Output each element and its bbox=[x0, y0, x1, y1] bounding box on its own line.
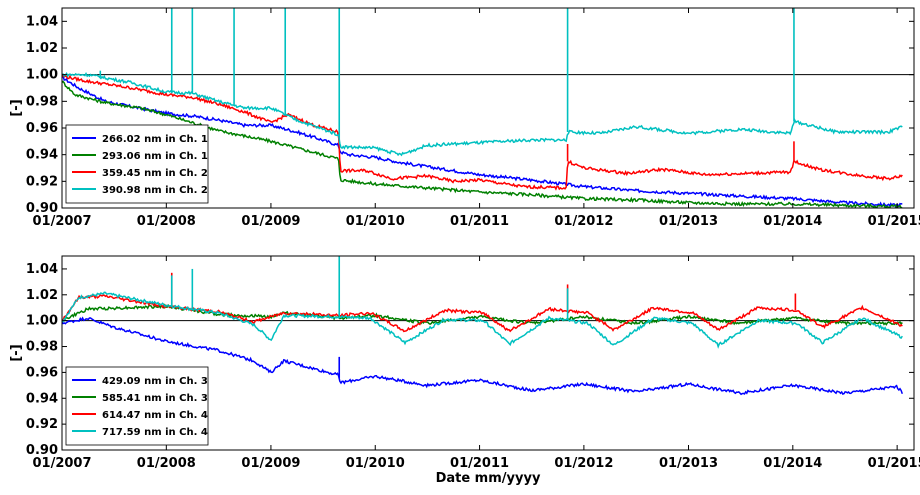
y-tick-label: 0.90 bbox=[26, 443, 58, 458]
series-line-1 bbox=[62, 75, 903, 208]
axes-frame bbox=[61, 7, 915, 209]
x-tick-label: 01/2010 bbox=[346, 214, 405, 229]
x-axis-label: Date mm/yyyy bbox=[436, 471, 541, 486]
x-tick-label: 01/2008 bbox=[137, 456, 196, 471]
y-tick-label: 1.00 bbox=[26, 314, 58, 329]
series-line-4 bbox=[62, 71, 903, 157]
y-tick-label: 0.98 bbox=[26, 340, 58, 355]
legend: 429.09 nm in Ch. 3 585.41 nm in Ch. 3 614.… bbox=[65, 366, 209, 446]
x-tick-label: 01/2012 bbox=[554, 456, 613, 471]
y-tick-label: 0.94 bbox=[26, 391, 58, 406]
y-tick-label: 0.92 bbox=[26, 417, 58, 432]
y-axis-label: [-] bbox=[9, 99, 24, 116]
x-tick-label: 01/2010 bbox=[346, 456, 405, 471]
panel-2: 0.90 0.92 0.94 0.96 0.98 1.00 1.02 1.04 01/2007 0… bbox=[9, 255, 920, 486]
x-tick-label: 01/2014 bbox=[763, 214, 822, 229]
y-tick-label: 0.96 bbox=[26, 365, 58, 380]
legend-entry: 717.59 nm in Ch. 4 bbox=[102, 427, 208, 438]
legend: 266.02 nm in Ch. 1 293.06 nm in Ch. 1 359.… bbox=[65, 124, 209, 204]
legend-entry: 293.06 nm in Ch. 1 bbox=[102, 151, 208, 162]
legend-entry: 359.45 nm in Ch. 2 bbox=[102, 168, 208, 179]
x-tick-label: 01/2015 bbox=[868, 214, 920, 229]
y-axis-label: [-] bbox=[9, 344, 24, 361]
y-tick-label: 1.04 bbox=[26, 14, 58, 29]
axes-frame bbox=[61, 255, 915, 451]
legend-entry: 266.02 nm in Ch. 1 bbox=[102, 134, 208, 145]
series-line-1 bbox=[62, 316, 904, 396]
x-tick-label: 01/2011 bbox=[450, 214, 509, 229]
legend-entry: 614.47 nm in Ch. 4 bbox=[102, 410, 208, 421]
y-tick-label: 1.02 bbox=[26, 288, 58, 303]
series-line-4 bbox=[62, 291, 903, 349]
x-tick-label: 01/2007 bbox=[32, 214, 91, 229]
x-tick-label: 01/2014 bbox=[763, 456, 822, 471]
y-tick-label: 1.00 bbox=[26, 68, 58, 83]
panel-1: 0.90 0.92 0.94 0.96 0.98 1.00 1.02 1.04 01/2007 0… bbox=[9, 7, 920, 229]
x-tick-label: 01/2012 bbox=[554, 214, 613, 229]
y-tick-label: 0.90 bbox=[26, 201, 58, 216]
x-tick-label: 01/2011 bbox=[450, 456, 509, 471]
y-tick-label: 1.04 bbox=[26, 262, 58, 277]
plot-area bbox=[62, 256, 904, 396]
x-tick-label: 01/2007 bbox=[32, 456, 91, 471]
legend-entry: 585.41 nm in Ch. 3 bbox=[102, 393, 208, 404]
x-tick-label: 01/2013 bbox=[659, 214, 718, 229]
y-tick-label: 0.98 bbox=[26, 94, 58, 109]
y-tick-label: 0.92 bbox=[26, 174, 58, 189]
y-tick-label: 1.02 bbox=[26, 41, 58, 56]
x-tick-label: 01/2013 bbox=[659, 456, 718, 471]
x-tick-label: 01/2009 bbox=[241, 214, 300, 229]
legend-entry: 429.09 nm in Ch. 3 bbox=[102, 376, 208, 387]
y-tick-label: 0.96 bbox=[26, 121, 58, 136]
series-line-3 bbox=[62, 74, 903, 191]
x-tick-label: 01/2008 bbox=[137, 214, 196, 229]
series-line-3 bbox=[62, 293, 903, 333]
x-tick-label: 01/2015 bbox=[868, 456, 920, 471]
legend-entry: 390.98 nm in Ch. 2 bbox=[102, 185, 208, 196]
x-tick-label: 01/2009 bbox=[241, 456, 300, 471]
y-tick-label: 0.94 bbox=[26, 148, 58, 163]
